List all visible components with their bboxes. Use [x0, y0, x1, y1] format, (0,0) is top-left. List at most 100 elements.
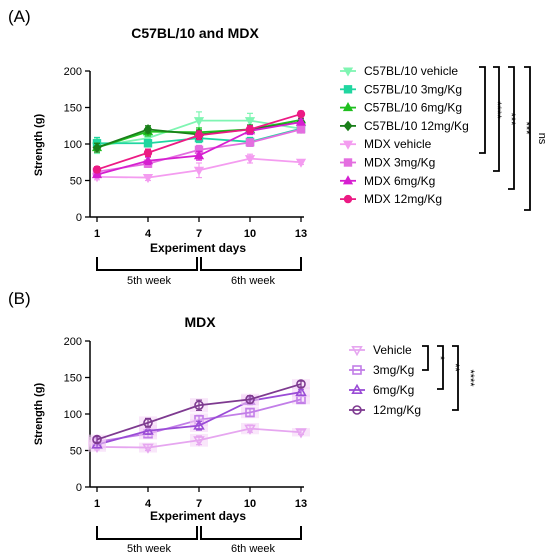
- data-point: [193, 117, 205, 127]
- legend-label: MDX vehicle: [364, 137, 432, 151]
- significance-bracket: [508, 66, 515, 190]
- legend-label: MDX 6mg/Kg: [364, 174, 435, 188]
- x-tick-label: 13: [295, 498, 307, 510]
- y-tick-label: 200: [64, 336, 82, 348]
- y-tick-label: 100: [64, 409, 82, 421]
- legend-label: 12mg/Kg: [373, 403, 421, 417]
- chart-a-ylabel: Strength (g): [33, 114, 45, 177]
- panel-label-a: (A): [8, 7, 31, 26]
- legend-marker: [352, 405, 362, 415]
- x-tick-label: 10: [244, 228, 256, 240]
- week-bracket: [96, 257, 198, 271]
- data-point: [245, 138, 255, 147]
- data-point: [92, 142, 102, 153]
- legend-marker: [343, 194, 353, 204]
- significance-label: *: [434, 356, 446, 361]
- legend-label: MDX 12mg/Kg: [364, 192, 442, 206]
- data-point: [142, 443, 154, 454]
- data-point: [244, 155, 256, 165]
- legend-label: 3mg/Kg: [373, 363, 414, 377]
- x-tick-label: 1: [94, 228, 100, 240]
- chart-a-title: C57BL/10 and MDX: [131, 25, 259, 41]
- legend-marker: [352, 365, 362, 375]
- data-point: [91, 169, 103, 179]
- chart-b-ylabel: Strength (g): [33, 383, 45, 446]
- legend-marker: [342, 175, 354, 185]
- x-tick-label: 4: [145, 228, 152, 240]
- data-point: [296, 379, 306, 389]
- legend-label: C57BL/10 vehicle: [364, 64, 458, 78]
- x-tick-label: 4: [145, 498, 152, 510]
- chart-b-title: MDX: [184, 314, 216, 330]
- chart-a-week1-label: 5th week: [127, 275, 172, 287]
- data-point: [245, 407, 255, 418]
- chart-a-legend: C57BL/10 vehicle C57BL/10 3mg/Kg C57BL/10 …: [340, 64, 548, 211]
- data-point: [193, 150, 205, 160]
- significance-label: **: [449, 363, 461, 372]
- legend-marker: [342, 140, 354, 150]
- legend-label: 6mg/Kg: [373, 383, 414, 397]
- data-point: [295, 385, 307, 397]
- y-tick-label: 100: [64, 139, 82, 151]
- x-tick-label: 10: [244, 498, 256, 510]
- data-point: [143, 148, 153, 157]
- significance-bracket: [422, 345, 429, 371]
- legend-marker: [343, 85, 353, 94]
- x-tick-label: 7: [196, 228, 202, 240]
- chart-b-xlabel: Experiment days: [150, 509, 246, 523]
- y-tick-label: 50: [70, 176, 82, 188]
- data-point: [193, 166, 205, 176]
- chart-a-xlabel: Experiment days: [150, 241, 246, 255]
- data-point: [295, 428, 307, 439]
- y-tick-label: 50: [70, 446, 82, 458]
- significance-bracket: [437, 345, 444, 390]
- data-point: [245, 394, 255, 405]
- series-7: [92, 109, 306, 174]
- significance-label: ****: [491, 101, 503, 119]
- data-point: [143, 124, 153, 135]
- data-point: [193, 419, 205, 430]
- data-point: [296, 125, 306, 134]
- y-tick-label: 0: [76, 212, 82, 224]
- data-point: [295, 116, 307, 126]
- series-2: [88, 385, 310, 450]
- legend-marker: [342, 67, 354, 77]
- y-tick-label: 150: [64, 103, 82, 115]
- data-point: [193, 436, 205, 447]
- significance-bracket: [493, 66, 500, 172]
- x-tick-label: 7: [196, 498, 202, 510]
- significance-label: ***: [520, 122, 532, 136]
- legend-marker: [351, 345, 363, 357]
- legend-label: C57BL/10 6mg/Kg: [364, 101, 462, 115]
- significance-label: ****: [464, 369, 476, 387]
- legend-label: Vehicle: [373, 343, 412, 357]
- data-point: [245, 125, 255, 134]
- chart-a-week2-label: 6th week: [231, 275, 276, 287]
- significance-label: ***: [505, 113, 517, 127]
- legend-marker: [343, 120, 353, 132]
- x-tick-label: 13: [295, 228, 307, 240]
- chart-b-plot: 0 50 100 150 200 1 4 7 10 13: [64, 336, 310, 540]
- series-3: [88, 379, 310, 445]
- legend-marker: [343, 158, 353, 167]
- significance-label: ns: [536, 133, 548, 145]
- data-point: [295, 158, 307, 168]
- data-point: [92, 434, 102, 445]
- data-point: [244, 117, 256, 127]
- panel-label-b: (B): [8, 289, 31, 308]
- data-point: [143, 139, 153, 148]
- data-point: [194, 131, 204, 140]
- significance-bracket: [452, 345, 459, 411]
- y-tick-label: 0: [76, 482, 82, 494]
- week-bracket: [96, 526, 198, 540]
- legend-label: C57BL/10 12mg/Kg: [364, 119, 469, 133]
- data-point: [244, 424, 256, 435]
- week-bracket: [200, 526, 302, 540]
- data-point: [296, 109, 306, 119]
- significance-bracket: [524, 66, 531, 211]
- data-point: [142, 174, 154, 184]
- legend-label: MDX 3mg/Kg: [364, 156, 435, 170]
- legend-label: C57BL/10 3mg/Kg: [364, 82, 462, 96]
